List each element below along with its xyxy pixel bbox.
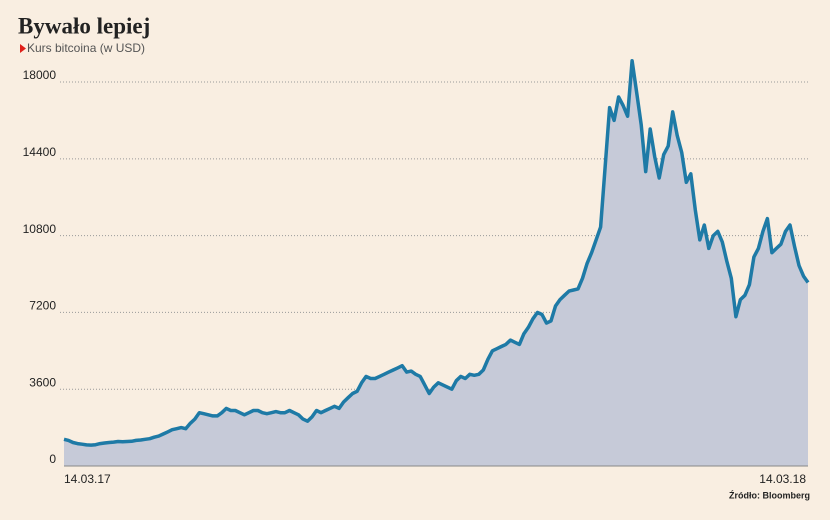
area (64, 60, 808, 466)
chart-title: Bywało lepiej (18, 13, 150, 38)
y-tick-label: 10800 (23, 222, 57, 236)
source: Źródło: Bloomberg (729, 490, 810, 500)
x-tick-label: 14.03.18 (759, 472, 806, 486)
chart-subtitle: Kurs bitcoina (w USD) (27, 41, 145, 55)
y-tick-label: 14400 (23, 145, 57, 159)
y-tick-label: 18000 (23, 68, 57, 82)
y-tick-label: 7200 (29, 299, 56, 313)
y-tick-label: 3600 (29, 375, 56, 389)
subtitle-marker (20, 44, 26, 53)
y-tick-label: 0 (49, 452, 56, 466)
line (63, 58, 810, 447)
x-tick-label: 14.03.17 (64, 472, 111, 486)
